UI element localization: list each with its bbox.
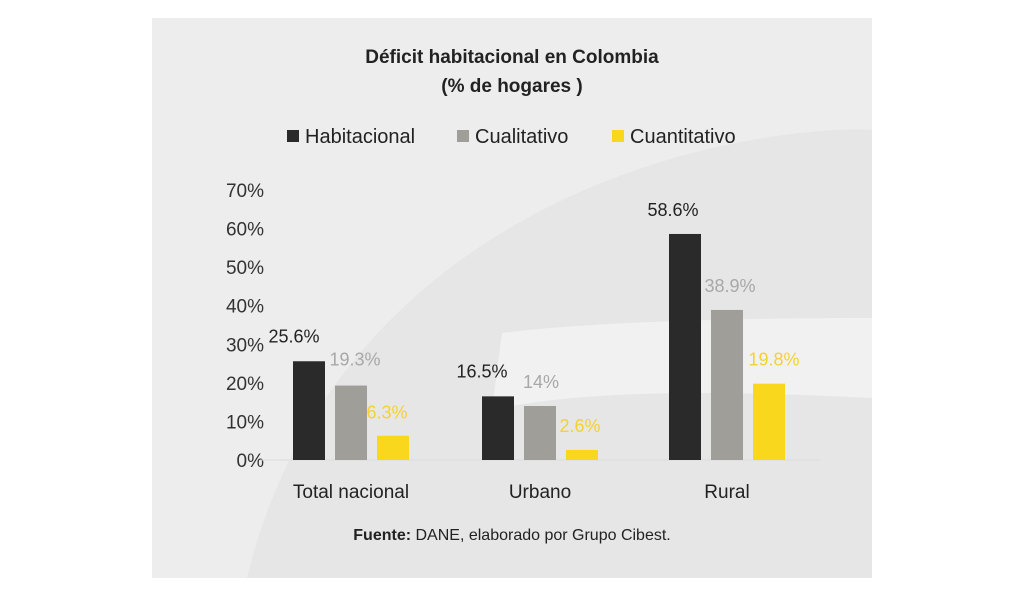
source-note: Fuente: DANE, elaborado por Grupo Cibest… bbox=[353, 527, 670, 544]
legend-label: Cualitativo bbox=[475, 126, 568, 148]
legend-swatch bbox=[612, 130, 624, 142]
y-tick-label: 40% bbox=[226, 297, 264, 318]
bar bbox=[669, 233, 701, 460]
data-labels: 25.6% 19.3% 6.3% 16.5% 14% 2.6% 58.6% 38.9% 19.8… bbox=[268, 200, 799, 436]
y-axis-ticks: 0% 10% 20% 30% 40% 50% 60% 70% bbox=[226, 181, 264, 472]
data-label: 19.3% bbox=[329, 350, 380, 370]
bar bbox=[335, 385, 367, 460]
bar bbox=[566, 449, 598, 460]
bar bbox=[524, 406, 556, 460]
source-label: Fuente: bbox=[353, 527, 411, 544]
data-label: 2.6% bbox=[559, 416, 600, 436]
y-tick-label: 20% bbox=[226, 374, 264, 395]
bar bbox=[482, 396, 514, 460]
data-label: 14% bbox=[523, 372, 559, 392]
data-label: 16.5% bbox=[456, 361, 507, 381]
y-tick-label: 0% bbox=[237, 451, 265, 472]
category-label: Rural bbox=[704, 482, 749, 503]
data-label: 19.8% bbox=[748, 350, 799, 370]
chart-panel: Déficit habitacional en Colombia (% de h… bbox=[152, 18, 872, 578]
y-tick-label: 60% bbox=[226, 220, 264, 241]
bar bbox=[711, 309, 743, 460]
bar bbox=[293, 361, 325, 460]
category-label: Urbano bbox=[509, 482, 571, 503]
chart-title: Déficit habitacional en Colombia bbox=[365, 47, 659, 68]
y-tick-label: 30% bbox=[226, 335, 264, 356]
bars-group bbox=[293, 233, 785, 460]
legend-label: Habitacional bbox=[305, 126, 415, 148]
legend-swatch bbox=[457, 130, 469, 142]
category-labels: Total nacional Urbano Rural bbox=[293, 482, 750, 503]
data-label: 38.9% bbox=[704, 276, 755, 296]
legend-swatch bbox=[287, 130, 299, 142]
bar bbox=[377, 435, 409, 460]
y-tick-label: 50% bbox=[226, 258, 264, 279]
data-label: 25.6% bbox=[268, 326, 319, 346]
legend-label: Cuantitativo bbox=[630, 126, 736, 148]
y-tick-label: 70% bbox=[226, 181, 264, 202]
bar bbox=[753, 383, 785, 460]
bar-chart: Déficit habitacional en Colombia (% de h… bbox=[226, 47, 872, 578]
category-label: Total nacional bbox=[293, 482, 409, 503]
chart-subtitle: (% de hogares ) bbox=[441, 76, 582, 97]
legend: Habitacional Cualitativo Cuantitativo bbox=[287, 126, 736, 148]
data-label: 6.3% bbox=[366, 403, 407, 423]
source-text: DANE, elaborado por Grupo Cibest. bbox=[411, 527, 671, 544]
data-label: 58.6% bbox=[647, 200, 698, 220]
y-tick-label: 10% bbox=[226, 412, 264, 433]
